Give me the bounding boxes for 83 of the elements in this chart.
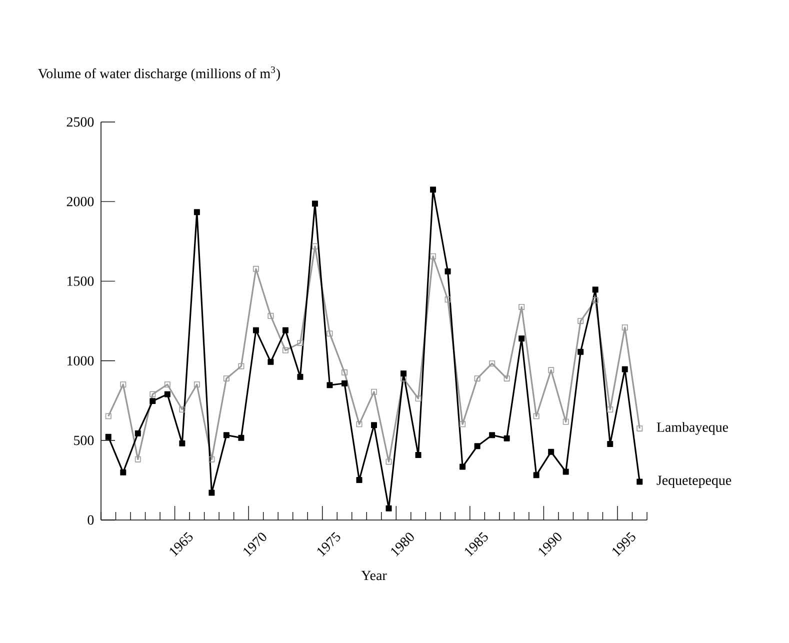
point bbox=[592, 286, 598, 293]
point bbox=[386, 458, 392, 465]
point bbox=[252, 266, 259, 272]
point bbox=[297, 340, 304, 346]
point bbox=[252, 327, 259, 334]
point bbox=[562, 468, 569, 475]
point bbox=[238, 434, 244, 441]
point bbox=[312, 243, 318, 250]
point bbox=[460, 421, 466, 428]
point bbox=[105, 434, 112, 440]
point bbox=[134, 430, 141, 436]
point bbox=[489, 432, 496, 438]
point bbox=[297, 374, 304, 380]
series-label: Lambayeque bbox=[656, 422, 728, 435]
point bbox=[179, 440, 186, 446]
point bbox=[371, 388, 378, 395]
y-tick-label: 1000 bbox=[67, 356, 94, 366]
point bbox=[460, 464, 466, 470]
y-tick-label: 500 bbox=[74, 436, 94, 446]
point bbox=[134, 456, 141, 462]
point bbox=[444, 268, 451, 274]
point bbox=[268, 312, 274, 319]
point bbox=[592, 297, 598, 304]
point bbox=[400, 370, 407, 377]
point bbox=[208, 456, 215, 462]
point bbox=[533, 472, 540, 478]
point bbox=[371, 422, 378, 428]
x-axis-title: Year bbox=[361, 570, 387, 580]
point bbox=[282, 347, 288, 354]
point bbox=[430, 186, 436, 193]
point bbox=[326, 382, 333, 388]
point bbox=[578, 318, 584, 324]
point bbox=[578, 348, 584, 355]
point bbox=[430, 253, 436, 260]
y-axis-title: Volume of water discharge (millions of m$^{3}$) bbox=[38, 66, 280, 82]
point bbox=[120, 382, 126, 388]
y-tick-label: 2000 bbox=[66, 196, 94, 206]
point bbox=[282, 327, 288, 334]
point bbox=[194, 209, 200, 216]
point bbox=[548, 367, 554, 374]
point bbox=[622, 366, 628, 372]
point bbox=[518, 304, 525, 310]
series-label: Jequetepeque bbox=[656, 476, 732, 488]
point bbox=[607, 406, 614, 412]
y-tick-label: 1500 bbox=[67, 276, 94, 286]
point bbox=[504, 435, 510, 442]
point bbox=[415, 452, 422, 458]
point bbox=[504, 375, 510, 382]
point bbox=[636, 478, 643, 485]
y-tick-label: 2500 bbox=[66, 117, 94, 127]
point bbox=[622, 324, 628, 331]
point bbox=[194, 382, 200, 388]
point bbox=[474, 375, 480, 382]
point bbox=[223, 375, 230, 382]
point bbox=[636, 425, 643, 432]
point bbox=[150, 398, 156, 404]
point bbox=[356, 421, 362, 428]
point bbox=[518, 335, 525, 342]
point bbox=[607, 441, 614, 448]
point bbox=[562, 418, 569, 425]
point bbox=[208, 490, 215, 496]
point bbox=[120, 469, 126, 476]
point bbox=[179, 406, 186, 412]
point bbox=[386, 505, 392, 512]
point bbox=[238, 363, 244, 370]
point bbox=[268, 358, 274, 365]
point bbox=[489, 360, 496, 366]
point bbox=[444, 296, 451, 302]
point bbox=[164, 382, 170, 388]
point bbox=[164, 391, 170, 398]
point bbox=[223, 432, 230, 438]
point bbox=[341, 369, 348, 376]
point bbox=[326, 330, 333, 337]
point bbox=[533, 413, 540, 420]
point bbox=[356, 477, 362, 484]
point bbox=[312, 200, 318, 207]
point bbox=[474, 443, 480, 450]
point bbox=[150, 391, 156, 398]
point bbox=[548, 448, 554, 455]
point bbox=[341, 380, 348, 386]
point bbox=[105, 413, 112, 420]
y-tick-label: 0 bbox=[88, 515, 94, 525]
point bbox=[415, 396, 422, 402]
